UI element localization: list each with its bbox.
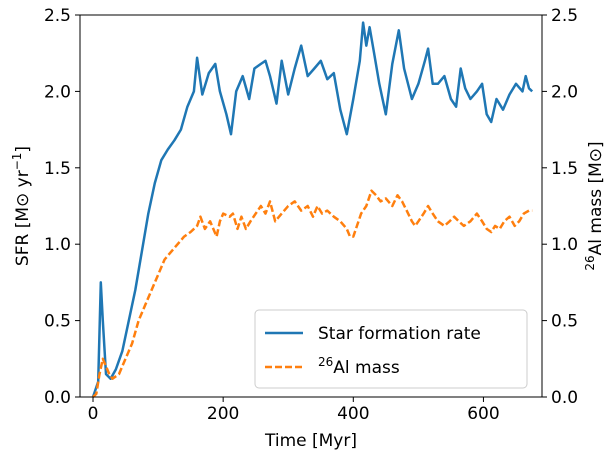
y-left-tick-label: 1.5 xyxy=(44,159,71,179)
y-left-main: SFR [M xyxy=(13,207,33,266)
y-right-tick-label: 1.0 xyxy=(551,235,578,255)
y-right-close: ] xyxy=(586,141,606,148)
x-tick-label: 600 xyxy=(467,404,499,424)
series-line-sfr xyxy=(91,21,534,398)
y-right-tick-label: 0.5 xyxy=(551,312,578,332)
x-tick-label: 400 xyxy=(337,404,369,424)
ticks-layer: 0 200 400 600 0.0 0.5 1.0 1.5 2.0 2.5 0.0 0.5 1.0 1.5… xyxy=(44,6,578,424)
y-right-tick-label: 2.0 xyxy=(551,82,578,102)
y-left-tick-label: 2.5 xyxy=(44,6,71,26)
x-axis-label: Time [Myr] xyxy=(264,431,357,451)
y-left-tick-label: 0.5 xyxy=(44,312,71,332)
sun-symbol-left: ⊙ xyxy=(13,193,33,207)
y-right-tick-label: 1.5 xyxy=(551,159,578,179)
legend-label-sfr: Star formation rate xyxy=(318,324,481,344)
x-tick-label: 0 xyxy=(88,404,99,424)
y-right-sup: 26 xyxy=(583,255,597,270)
y-left-tick-label: 0.0 xyxy=(44,388,71,408)
legend-al26-sup: 26 xyxy=(318,355,333,369)
y-right-main: Al mass [M xyxy=(586,162,606,255)
y-axis-label-left: SFR [M⊙ yr−1] xyxy=(10,146,33,266)
y-right-tick-label: 2.5 xyxy=(551,6,578,26)
y-left-close: ] xyxy=(13,146,33,153)
y-axis-label-right: 26Al mass [M⊙] xyxy=(583,141,606,270)
y-left-rest: yr xyxy=(13,170,33,192)
series-layer xyxy=(91,21,534,398)
x-tick-label: 200 xyxy=(207,404,239,424)
y-right-tick-label: 0.0 xyxy=(551,388,578,408)
plot-frame xyxy=(79,14,543,398)
legend-box xyxy=(254,309,528,389)
series-line-al26 xyxy=(92,189,533,398)
y-left-sup: −1 xyxy=(10,153,24,171)
y-left-tick-label: 2.0 xyxy=(44,82,71,102)
legend-label-al26: 26Al mass xyxy=(318,355,400,378)
sun-symbol-right: ⊙ xyxy=(586,148,606,162)
legend-al26-text: Al mass xyxy=(333,358,400,378)
y-left-tick-label: 1.0 xyxy=(44,235,71,255)
legend: Star formation rate 26Al mass xyxy=(254,309,528,389)
